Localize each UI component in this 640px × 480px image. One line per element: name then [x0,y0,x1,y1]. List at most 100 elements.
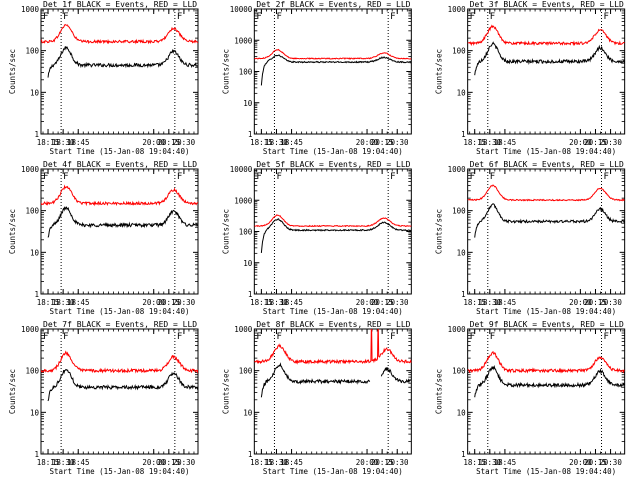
x-axis-label: Start Time (15-Jan-08 19:04:40) [263,307,403,316]
y-tick-label: 100 [239,367,253,376]
lld-series-line [254,48,412,60]
events-series-line [474,41,625,76]
x-tick-label: 18:15 [37,138,60,147]
x-axis-label: Start Time (15-Jan-08 19:04:40) [50,467,190,476]
x-tick-label: 20:15 [158,458,181,467]
y-tick-label: 10 [243,259,253,268]
f-marker: F [390,332,395,342]
f-marker: F [390,12,395,22]
x-tick-label: 20:00 [569,138,592,147]
f-marker: F [276,332,281,342]
y-tick-label: 100 [239,68,253,77]
detector-panel: Det 9f BLACK = Events, RED = LLD 1 10 100 10… [435,320,626,476]
y-axis-label: Counts/sec [8,209,17,254]
y-tick-label: 1 [248,130,253,139]
y-axis-label: Counts/sec [435,369,444,414]
f-marker: F [177,12,182,22]
detector-panel: Det 8f BLACK = Events, RED = LLD 1 10 100 10… [221,320,412,476]
f-marker: F [470,172,475,182]
x-axis-label: Start Time (15-Jan-08 19:04:40) [50,147,190,156]
y-tick-label: 100 [25,207,39,216]
x-axis-label: Start Time (15-Jan-08 19:04:40) [50,307,190,316]
y-axis-label: Counts/sec [221,369,230,414]
plot-frame [40,168,199,295]
y-tick-label: 10 [30,248,40,257]
panel-title: Det 3f BLACK = Events, RED = LLD [470,0,624,9]
x-tick-label: 18:15 [463,458,486,467]
y-tick-label: 10 [30,408,40,417]
f-marker: F [63,172,68,182]
x-axis-label: Start Time (15-Jan-08 19:04:40) [263,147,403,156]
y-tick-label: 100 [452,367,466,376]
x-tick-label: 18:30 [265,458,288,467]
f-marker: F [390,172,395,182]
x-tick-label: 20:00 [356,138,379,147]
y-tick-label: 1000 [21,5,40,14]
x-tick-label: 20:15 [371,298,394,307]
x-tick-label: 18:45 [494,458,517,467]
x-tick-label: 20:00 [356,298,379,307]
lld-series-line [41,184,198,207]
y-axis-label: Counts/sec [8,49,17,94]
x-tick-label: 18:15 [250,458,273,467]
f-marker: F [604,172,609,182]
detector-panel: Det 6f BLACK = Events, RED = LLD 1 10 100 10… [435,160,626,316]
events-series-line [260,54,412,86]
lld-series-line [41,23,198,45]
panel-title: Det 8f BLACK = Events, RED = LLD [256,320,410,329]
y-tick-label: 10000 [230,165,253,174]
y-tick-label: 1000 [234,325,253,334]
lld-series-line [467,24,625,47]
y-tick-label: 1000 [21,165,40,174]
y-tick-label: 1 [34,290,39,299]
x-tick-label: 18:30 [479,298,502,307]
y-tick-label: 1 [248,290,253,299]
x-tick-label: 20:00 [142,298,165,307]
y-tick-label: 1000 [234,196,253,205]
detector-panel: Det 2f BLACK = Events, RED = LLD 1 10 100 10… [221,0,412,156]
y-axis-label: Counts/sec [435,49,444,94]
x-tick-label: 20:30 [386,138,409,147]
panel-title: Det 5f BLACK = Events, RED = LLD [256,160,410,169]
f-marker: F [43,332,48,342]
x-tick-label: 18:30 [52,138,75,147]
x-tick-label: 20:15 [158,298,181,307]
detector-panel: Det 5f BLACK = Events, RED = LLD 1 10 100 10… [221,160,412,316]
lld-series-line [254,214,412,228]
y-tick-label: 10 [457,248,467,257]
plot-frame [467,328,626,455]
x-tick-label: 18:45 [280,138,303,147]
panel-title: Det 7f BLACK = Events, RED = LLD [43,320,197,329]
x-tick-label: 18:15 [463,298,486,307]
x-tick-label: 20:30 [386,298,409,307]
y-tick-label: 1 [461,450,466,459]
x-tick-label: 20:15 [584,298,607,307]
f-marker: F [43,172,48,182]
plot-frame [467,168,626,295]
x-tick-label: 20:30 [386,458,409,467]
x-tick-label: 20:30 [173,138,196,147]
x-tick-label: 18:45 [67,138,90,147]
f-marker: F [177,332,182,342]
x-tick-label: 18:45 [494,298,517,307]
x-tick-label: 18:30 [52,298,75,307]
x-tick-label: 18:45 [280,458,303,467]
y-tick-label: 100 [452,47,466,56]
f-marker: F [256,12,261,22]
detector-panel: Det 4f BLACK = Events, RED = LLD 1 10 100 10… [8,160,199,316]
plot-frame [467,8,626,135]
y-tick-label: 1 [34,450,39,459]
y-tick-label: 10000 [230,5,253,14]
panel-title: Det 1f BLACK = Events, RED = LLD [43,0,197,9]
y-tick-label: 1000 [448,165,467,174]
panel-title: Det 2f BLACK = Events, RED = LLD [256,0,410,9]
y-tick-label: 1000 [448,325,467,334]
x-tick-label: 20:30 [599,138,622,147]
f-marker: F [276,172,281,182]
x-tick-label: 20:30 [173,458,196,467]
x-tick-label: 18:45 [494,138,517,147]
y-axis-label: Counts/sec [8,369,17,414]
y-tick-label: 100 [25,367,39,376]
x-tick-label: 18:15 [37,458,60,467]
